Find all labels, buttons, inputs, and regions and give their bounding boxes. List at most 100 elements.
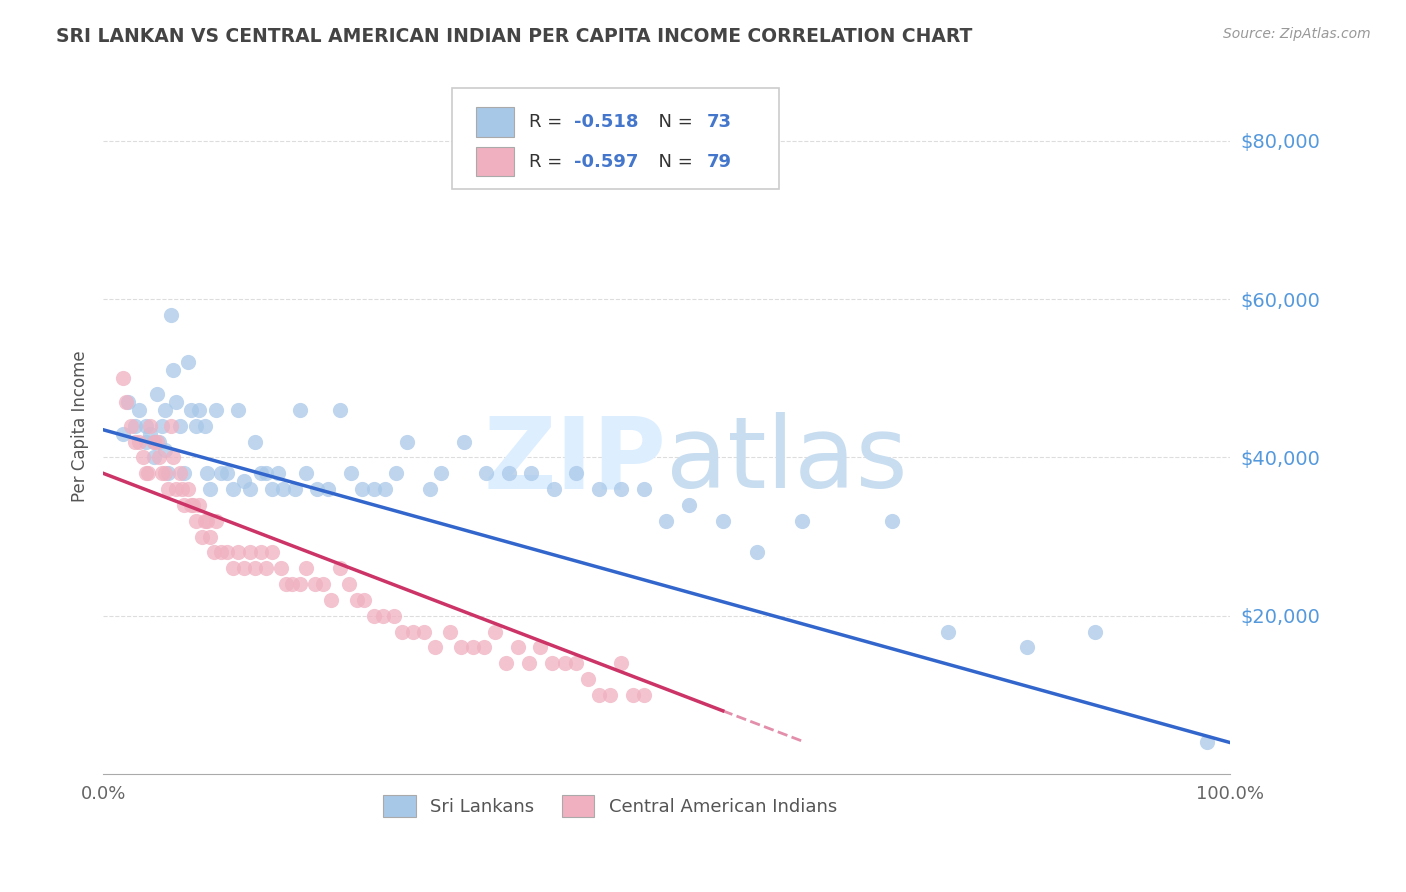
Point xyxy=(498,467,520,481)
Point xyxy=(633,482,655,496)
Point xyxy=(114,395,136,409)
Text: atlas: atlas xyxy=(666,412,908,509)
Point xyxy=(146,434,169,449)
Point xyxy=(184,418,207,433)
Point xyxy=(413,624,436,639)
Point xyxy=(162,363,184,377)
Text: Source: ZipAtlas.com: Source: ZipAtlas.com xyxy=(1223,27,1371,41)
Point xyxy=(430,467,453,481)
Point xyxy=(439,624,461,639)
Point xyxy=(112,426,135,441)
Point xyxy=(135,418,157,433)
Point xyxy=(221,561,243,575)
Point xyxy=(270,561,292,575)
Point xyxy=(215,545,238,559)
Point xyxy=(371,608,394,623)
FancyBboxPatch shape xyxy=(477,147,515,177)
Text: SRI LANKAN VS CENTRAL AMERICAN INDIAN PER CAPITA INCOME CORRELATION CHART: SRI LANKAN VS CENTRAL AMERICAN INDIAN PE… xyxy=(56,27,973,45)
Point xyxy=(529,640,551,655)
Point xyxy=(150,467,173,481)
Point xyxy=(187,498,209,512)
Point xyxy=(193,418,215,433)
Point xyxy=(262,482,284,496)
Point xyxy=(139,418,162,433)
Point xyxy=(131,450,153,465)
Point xyxy=(202,545,225,559)
Point xyxy=(198,530,221,544)
Point xyxy=(157,482,180,496)
Point xyxy=(173,467,195,481)
Point xyxy=(517,657,540,671)
Point xyxy=(540,657,562,671)
Text: ZIP: ZIP xyxy=(484,412,666,509)
Point xyxy=(363,608,385,623)
Point xyxy=(1083,624,1105,639)
Point xyxy=(159,418,181,433)
Point xyxy=(655,514,678,528)
Point xyxy=(181,498,204,512)
Point xyxy=(195,514,218,528)
Point xyxy=(790,514,813,528)
Point xyxy=(329,561,352,575)
Point xyxy=(169,418,191,433)
Point xyxy=(1015,640,1038,655)
Point xyxy=(180,403,202,417)
Point xyxy=(610,657,633,671)
Point xyxy=(157,467,180,481)
Point xyxy=(880,514,903,528)
Point xyxy=(711,514,734,528)
Point xyxy=(337,577,360,591)
Point xyxy=(228,545,250,559)
Point xyxy=(599,688,621,702)
Point xyxy=(475,467,498,481)
Point xyxy=(153,467,176,481)
Point xyxy=(245,434,267,449)
Point xyxy=(159,308,181,322)
Point xyxy=(295,561,318,575)
Point xyxy=(588,482,610,496)
Legend: Sri Lankans, Central American Indians: Sri Lankans, Central American Indians xyxy=(377,788,844,824)
Point xyxy=(290,403,312,417)
Point xyxy=(135,467,157,481)
Text: N =: N = xyxy=(647,153,699,170)
Point xyxy=(142,434,165,449)
Point xyxy=(565,467,588,481)
Point xyxy=(142,450,165,465)
Point xyxy=(176,482,198,496)
Point xyxy=(180,498,202,512)
Point xyxy=(128,434,150,449)
Point xyxy=(678,498,700,512)
Point xyxy=(165,395,187,409)
Point xyxy=(250,467,273,481)
Text: 79: 79 xyxy=(707,153,733,170)
Point xyxy=(250,545,273,559)
Point xyxy=(209,545,232,559)
Point xyxy=(191,530,214,544)
Point xyxy=(120,418,142,433)
Point xyxy=(233,474,256,488)
Point xyxy=(239,482,262,496)
Point xyxy=(565,657,588,671)
Point xyxy=(209,467,232,481)
Point xyxy=(204,403,226,417)
Point xyxy=(195,467,218,481)
Point xyxy=(554,657,576,671)
Point xyxy=(142,434,165,449)
Point xyxy=(173,498,195,512)
Point xyxy=(228,403,250,417)
Point xyxy=(340,467,363,481)
Point xyxy=(124,434,146,449)
Point xyxy=(346,593,368,607)
Point xyxy=(245,561,267,575)
Text: -0.597: -0.597 xyxy=(574,153,638,170)
Point xyxy=(176,355,198,369)
Point xyxy=(150,418,173,433)
Point xyxy=(233,561,256,575)
Point xyxy=(153,442,176,457)
Point xyxy=(204,514,226,528)
Point xyxy=(588,688,610,702)
Point xyxy=(419,482,441,496)
Point xyxy=(148,434,170,449)
Point xyxy=(256,467,278,481)
Text: R =: R = xyxy=(529,153,568,170)
